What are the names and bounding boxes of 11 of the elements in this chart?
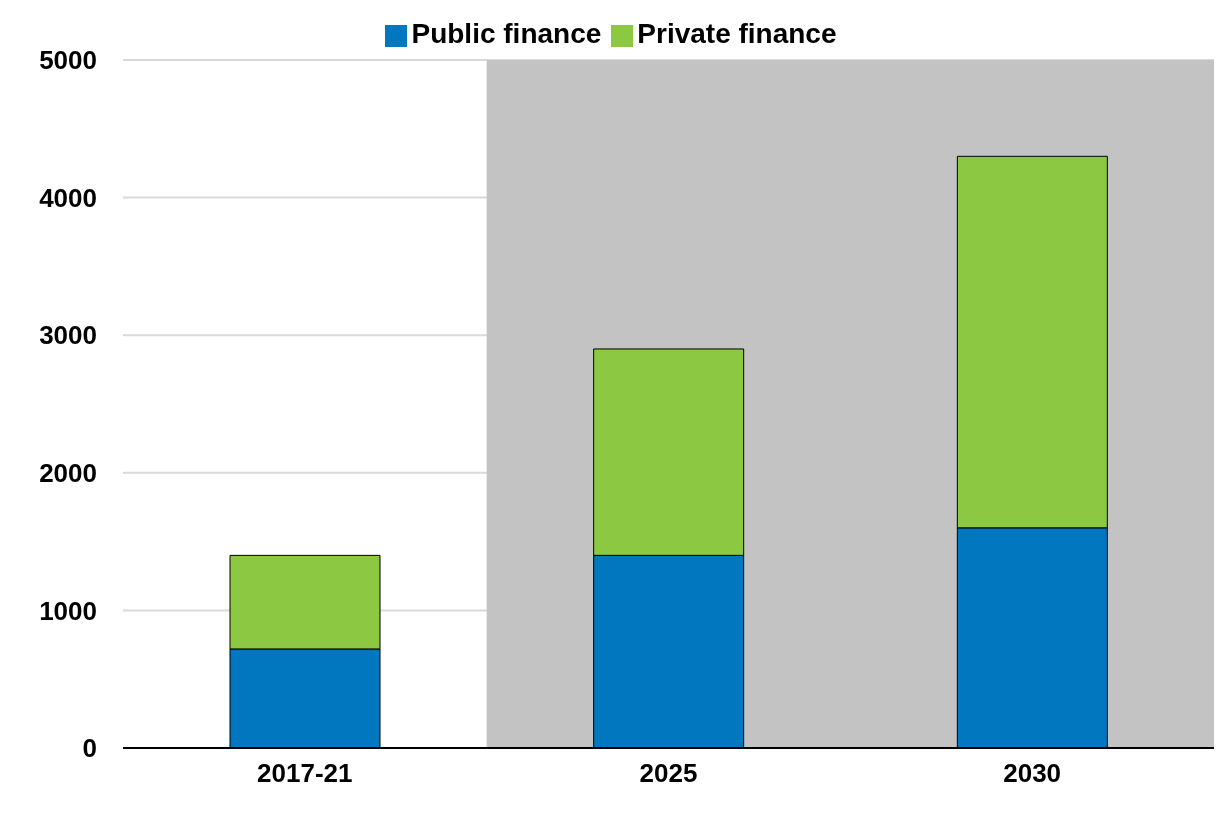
y-tick-label: 1000 <box>39 595 97 626</box>
legend-label: Private finance <box>637 18 837 49</box>
y-tick-label: 2000 <box>39 458 97 489</box>
x-tick-label: 2017-21 <box>257 758 353 789</box>
y-tick-label: 3000 <box>39 320 97 351</box>
x-tick-label: 2030 <box>1003 758 1062 789</box>
y-tick-label: 4000 <box>39 182 97 213</box>
x-tick-label: 2025 <box>639 758 698 789</box>
legend-label: Public finance <box>411 18 602 49</box>
y-tick-label: 5000 <box>39 45 97 76</box>
y-tick-label: 0 <box>82 733 97 764</box>
